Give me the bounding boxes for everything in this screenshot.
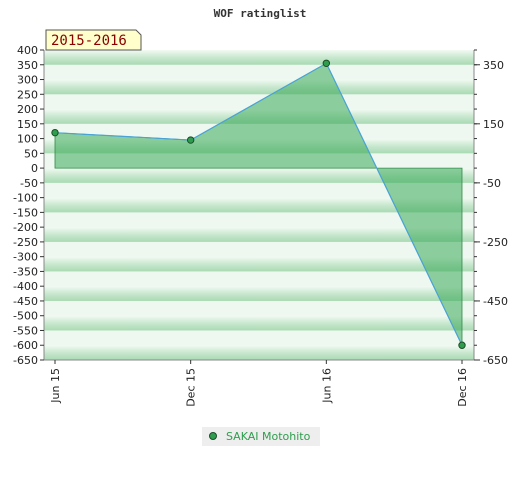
left-tick-label: -150 bbox=[13, 206, 38, 219]
left-tick-label: 250 bbox=[17, 88, 38, 101]
grid-band bbox=[44, 79, 474, 95]
left-tick-label: -400 bbox=[13, 280, 38, 293]
left-tick-label: 50 bbox=[24, 147, 38, 160]
data-point-2 bbox=[322, 59, 331, 67]
left-tick-label: -500 bbox=[13, 310, 38, 323]
left-tick-label: 0 bbox=[31, 162, 38, 175]
left-tick-label: 350 bbox=[17, 59, 38, 72]
grid-band bbox=[44, 345, 474, 360]
right-tick-label: -250 bbox=[483, 236, 508, 249]
left-tick-label: -100 bbox=[13, 192, 38, 205]
left-tick-label: -650 bbox=[13, 354, 38, 367]
left-tick-label: -550 bbox=[13, 324, 38, 337]
series-line bbox=[54, 62, 463, 346]
left-tick-label: 300 bbox=[17, 74, 38, 87]
left-tick-label: -600 bbox=[13, 339, 38, 352]
chart-title: WOF ratinglist bbox=[214, 7, 307, 20]
right-tick-label: -50 bbox=[483, 177, 501, 190]
grid-band bbox=[44, 168, 474, 183]
left-tick-label: 100 bbox=[17, 133, 38, 146]
grid-band bbox=[44, 197, 474, 213]
left-tick-label: -300 bbox=[13, 251, 38, 264]
grid-band bbox=[44, 256, 474, 272]
x-tick-label: Jun 16 bbox=[320, 368, 333, 404]
data-point-0 bbox=[51, 128, 59, 137]
grid-band bbox=[44, 315, 474, 331]
left-tick-label: -350 bbox=[13, 265, 38, 278]
left-tick-label: 200 bbox=[17, 103, 38, 116]
right-tick-label: -650 bbox=[483, 354, 508, 367]
left-tick-label: -200 bbox=[13, 221, 38, 234]
legend-marker-icon bbox=[209, 432, 217, 440]
x-tick-label: Dec 16 bbox=[456, 368, 469, 407]
legend-entry: SAKAI Motohito bbox=[226, 430, 311, 443]
right-tick-label: -450 bbox=[483, 295, 508, 308]
series-line-path bbox=[54, 62, 463, 346]
legend[interactable]: SAKAI Motohito bbox=[202, 427, 320, 446]
x-tick-label: Jun 15 bbox=[49, 368, 62, 404]
season-label: 2015-2016 bbox=[51, 33, 127, 49]
left-tick-label: 150 bbox=[17, 118, 38, 131]
grid-band bbox=[44, 227, 474, 242]
data-point-3 bbox=[458, 341, 466, 349]
left-tick-label: -50 bbox=[20, 177, 38, 190]
left-tick-label: -450 bbox=[13, 295, 38, 308]
left-tick-label: -250 bbox=[13, 236, 38, 249]
x-axis: Jun 15 Dec 15 Jun 16 Dec 16 bbox=[44, 359, 474, 407]
grid-band bbox=[44, 50, 474, 65]
season-badge: 2015-2016 bbox=[45, 29, 142, 51]
data-point-1 bbox=[186, 136, 195, 144]
x-tick-label: Dec 15 bbox=[185, 368, 198, 407]
data-points bbox=[51, 59, 466, 349]
left-tick-label: 400 bbox=[17, 44, 38, 57]
right-axis: 350 150 -50 -250 -450 -650 bbox=[473, 49, 508, 367]
grid-band bbox=[44, 286, 474, 301]
right-tick-label: 350 bbox=[483, 59, 504, 72]
right-tick-label: 150 bbox=[483, 118, 504, 131]
